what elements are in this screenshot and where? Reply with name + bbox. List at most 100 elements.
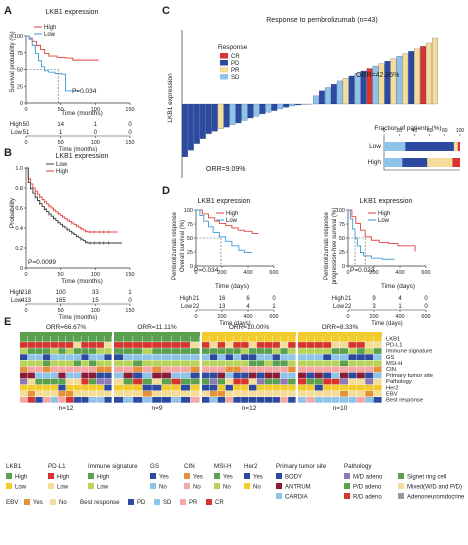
e-heatmap-cell (241, 348, 249, 354)
e-heatmap-cell (217, 336, 226, 342)
e-heatmap-cell (241, 366, 249, 373)
e-group-header-bar (202, 332, 296, 336)
e-heatmap-cell (43, 384, 51, 391)
e-heatmap-cell (356, 378, 365, 385)
e-heatmap-cell (180, 384, 191, 391)
e-legend-label: No (159, 485, 167, 491)
panel-label-d: D (162, 185, 170, 197)
b-y-tick-label: 0 (20, 266, 23, 272)
e-heatmap-cell (209, 366, 218, 373)
e-heatmap-cell (209, 354, 218, 360)
b-risk-row-label: Low (11, 298, 23, 304)
e-heatmap-cell (89, 372, 97, 379)
e-heatmap-cell (152, 342, 162, 348)
e-heatmap-cell (114, 372, 124, 379)
e-heatmap-cell (58, 378, 66, 385)
e-legend-swatch (276, 483, 282, 489)
e-heatmap-cell (348, 397, 357, 403)
panel-b: LKB1 expression Probability 1.0 0.8 0.6 0.4… (9, 153, 135, 321)
e-heatmap-cell (365, 342, 374, 348)
e-heatmap-cell (209, 372, 218, 379)
panel-d-left-curves (196, 209, 259, 266)
e-heatmap-cell (133, 366, 143, 373)
c-legend-swatch (220, 53, 228, 59)
b-risk-cell: 15 (92, 298, 99, 304)
c-bar (265, 103, 272, 113)
e-heatmap-cell (288, 360, 296, 367)
a-y-tick-label: 0 (20, 101, 23, 107)
e-heatmap-cell (180, 372, 191, 379)
e-heatmap-cell (373, 366, 382, 373)
d-left-y-tick-label: 50 (187, 236, 193, 242)
e-heatmap-cell (89, 342, 97, 348)
e-group-n: n=12 (59, 405, 74, 412)
c-bar (420, 46, 426, 105)
e-heatmap-cell (81, 348, 89, 354)
e-heatmap-cell (43, 336, 51, 342)
e-heatmap-cell (66, 372, 74, 379)
e-heatmap-cell (272, 336, 280, 342)
e-heatmap-cell (298, 366, 306, 373)
e-heatmap-cell (256, 384, 265, 391)
a-risk-tick-label: 0 (24, 140, 27, 146)
e-heatmap-cell (241, 390, 249, 397)
e-heatmap-cell (225, 360, 233, 367)
e-heatmap-cell (331, 360, 340, 367)
panel-c: Response to pembrolizumab (n=43) LKB1 ex… (167, 17, 464, 178)
a-legend-label: High (44, 25, 56, 31)
e-row-label: PD-L1 (386, 343, 402, 349)
e-heatmap-cell (114, 378, 124, 385)
e-heatmap-cell (161, 372, 171, 379)
e-heatmap-cell (233, 372, 241, 379)
e-heatmap-cell (161, 348, 171, 354)
e-heatmap-cell (89, 384, 97, 391)
e-heatmap-cell (323, 390, 332, 397)
e-legend-label: PD (137, 500, 146, 506)
panel-a: LKB1 expression Survival probability (%)… (10, 9, 135, 153)
c-bar (414, 48, 421, 105)
d-right-risk-cell: 22 (345, 304, 352, 310)
e-heatmap-cell (209, 342, 218, 348)
e-heatmap-cell (66, 354, 74, 360)
c-bar (384, 60, 391, 105)
e-heatmap-cell (123, 378, 133, 385)
c-legend-swatch (220, 74, 228, 80)
d-right-risk-cell: 0 (424, 304, 428, 310)
e-group-header-bar (298, 332, 382, 336)
d-left-risk-tick-label: 200 (217, 314, 226, 320)
e-heatmap-cell (66, 348, 74, 354)
e-heatmap-cell (249, 354, 257, 360)
e-legend-swatch (344, 483, 350, 489)
d-right-y-tick-label: 100 (336, 208, 345, 214)
c-bar (426, 42, 432, 105)
e-heatmap-cell (249, 366, 257, 373)
e-heatmap-cell (58, 372, 66, 379)
e-legend-swatch (276, 473, 282, 479)
e-heatmap-cell (348, 378, 357, 385)
e-heatmap-cell (180, 390, 191, 397)
e-heatmap-cell (20, 354, 28, 360)
e-heatmap-cell (35, 348, 43, 354)
e-heatmap-cell (142, 372, 152, 379)
e-heatmap-cell (142, 366, 152, 373)
e-heatmap-cell (81, 366, 89, 373)
e-heatmap-cell (58, 390, 66, 397)
e-legend-label: Signet ring cell (407, 475, 446, 481)
d-right-high-curve (348, 209, 416, 252)
c-bar (235, 103, 242, 124)
e-heatmap-cell (73, 342, 81, 348)
e-heatmap-cell (171, 384, 181, 391)
d-left-high-curve (196, 209, 259, 234)
panel-b-title: LKB1 expression (56, 153, 109, 160)
e-heatmap-cell (81, 384, 89, 391)
e-heatmap-cell (249, 390, 257, 397)
e-heatmap-cell (43, 390, 51, 397)
e-heatmap-cell (96, 366, 104, 373)
e-heatmap-cell (314, 372, 323, 379)
e-heatmap-cell (217, 348, 226, 354)
c-bar (336, 80, 343, 105)
d-right-y-tick-label: 75 (339, 222, 345, 228)
e-legend-swatch (214, 483, 220, 489)
e-heatmap-cell (280, 372, 288, 379)
e-heatmap-cell (73, 384, 81, 391)
